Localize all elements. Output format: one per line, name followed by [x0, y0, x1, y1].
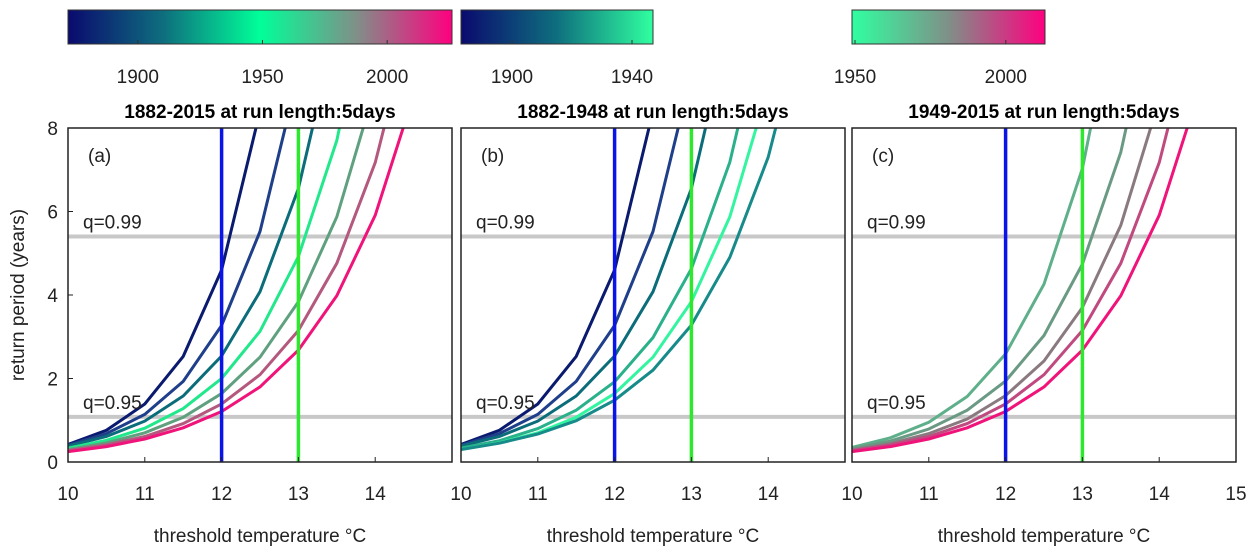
x-tick-label: 14	[365, 484, 387, 505]
x-tick-label: 11	[919, 484, 939, 505]
plot-area	[852, 128, 1236, 462]
curves	[68, 128, 452, 462]
x-axis-label: threshold temperature °C	[547, 526, 759, 547]
quantile-label: q=0.95	[867, 393, 926, 414]
curve	[852, 128, 1170, 453]
y-tick-label: 6	[47, 203, 58, 224]
colorbar-tick-label: 2000	[985, 67, 1027, 88]
y-axis-label: return period (years)	[8, 209, 29, 381]
curve	[68, 128, 386, 453]
curve	[852, 128, 1093, 449]
colorbar	[67, 9, 453, 45]
x-tick-label: 14	[1149, 484, 1171, 505]
x-axis-label: threshold temperature °C	[154, 526, 366, 547]
axes-frame	[460, 127, 846, 463]
quantile-label: q=0.95	[476, 393, 535, 414]
x-tick-label: 13	[1072, 484, 1093, 505]
x-tick-label: 10	[841, 484, 862, 505]
curve	[68, 128, 287, 447]
quantile-label: q=0.95	[83, 393, 142, 414]
x-tick-label: 12	[604, 484, 625, 505]
panel-label: (b)	[481, 146, 504, 167]
x-axis-label: threshold temperature °C	[938, 526, 1150, 547]
curve	[461, 128, 680, 447]
x-tick-label: 13	[681, 484, 702, 505]
curve	[461, 128, 651, 446]
y-tick-label: 8	[47, 119, 58, 140]
quantile-label: q=0.99	[476, 213, 535, 234]
x-tick-label: 12	[211, 484, 232, 505]
colorbar-tick-label: 1940	[611, 67, 653, 88]
curve	[461, 128, 778, 451]
colorbar	[851, 9, 1046, 45]
x-tick-label: 15	[1225, 484, 1246, 505]
curve	[68, 128, 258, 446]
x-tick-label: 11	[528, 484, 548, 505]
curve	[68, 128, 315, 448]
panel-label: (c)	[872, 146, 894, 167]
y-tick-label: 0	[47, 453, 58, 474]
colorbar-tick-label: 1900	[491, 67, 533, 88]
curves	[852, 128, 1236, 462]
curve	[852, 128, 1189, 454]
x-tick-label: 10	[450, 484, 471, 505]
curves	[461, 128, 845, 462]
x-tick-label: 14	[758, 484, 780, 505]
x-tick-label: 13	[288, 484, 309, 505]
quantile-label: q=0.99	[83, 213, 142, 234]
x-tick-label: 11	[135, 484, 155, 505]
x-tick-label: 10	[57, 484, 78, 505]
colorbar	[460, 9, 654, 45]
panel-title: 1882-2015 at run length:5days	[124, 102, 395, 123]
panel-title: 1949-2015 at run length:5days	[908, 102, 1179, 123]
curve	[68, 128, 405, 454]
plot-area	[461, 128, 845, 462]
colorbar-tick-label: 1950	[834, 67, 876, 88]
colorbar-tick-label: 2000	[366, 67, 408, 88]
axes-frame	[851, 127, 1237, 463]
panel-label: (a)	[88, 146, 111, 167]
x-tick-label: 12	[995, 484, 1016, 505]
panel-title: 1882-1948 at run length:5days	[517, 102, 788, 123]
quantile-label: q=0.99	[867, 213, 926, 234]
colorbar-tick-label: 1950	[241, 67, 283, 88]
curve	[461, 128, 708, 448]
plot-area	[68, 128, 452, 462]
y-tick-label: 4	[47, 286, 58, 307]
y-tick-label: 2	[47, 370, 58, 391]
colorbar-tick-label: 1900	[117, 67, 159, 88]
